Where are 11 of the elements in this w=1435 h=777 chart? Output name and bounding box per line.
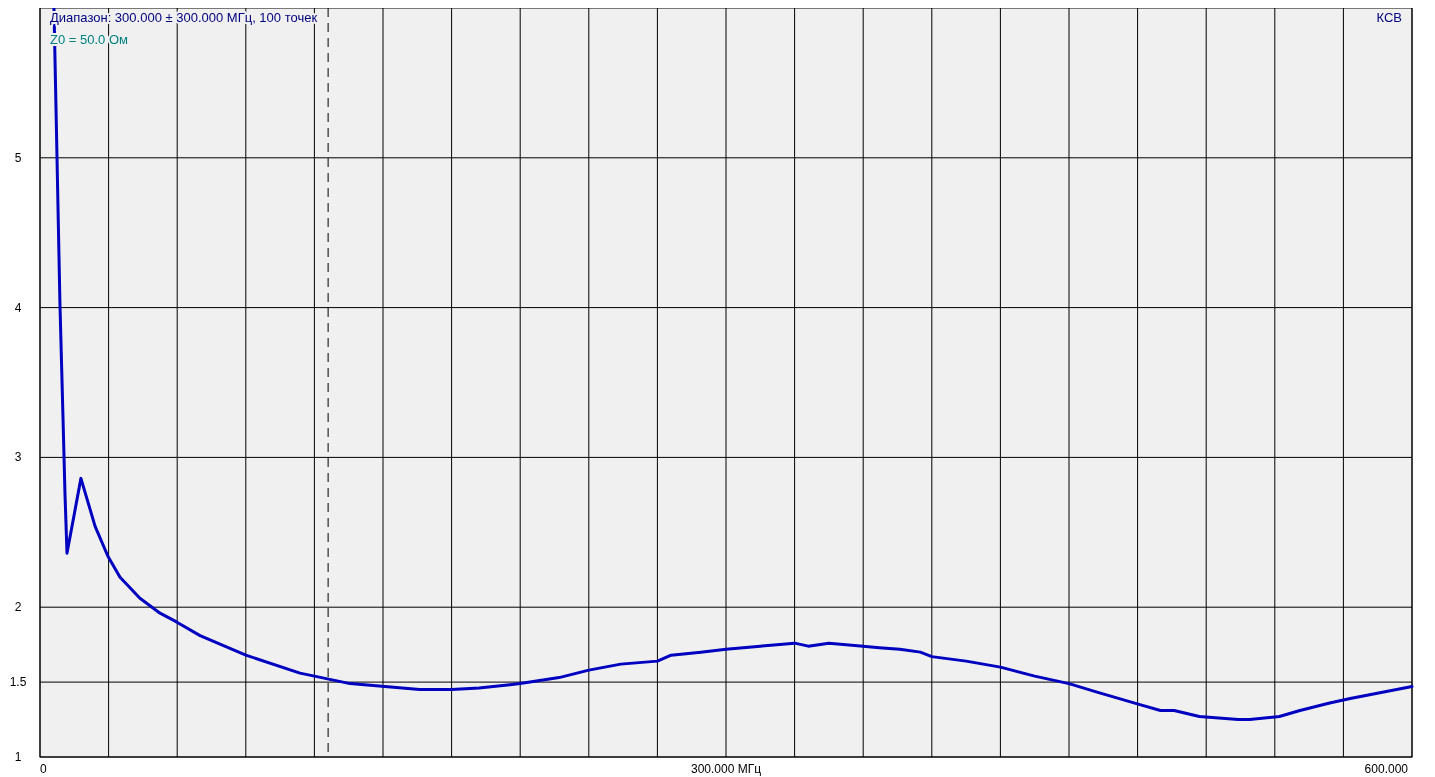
x-tick-label: 0 bbox=[40, 762, 47, 776]
y-tick-label: 4 bbox=[14, 300, 22, 315]
x-tick-label: 300.000 МГц bbox=[690, 762, 762, 776]
y-tick-label: 2 bbox=[14, 600, 22, 615]
y-tick-label: 1 bbox=[14, 750, 22, 764]
line-series bbox=[52, 8, 1414, 722]
y-axis-title: КСВ bbox=[1376, 10, 1402, 25]
y-tick-label: 3 bbox=[14, 450, 22, 465]
y-tick-label: 5 bbox=[14, 150, 22, 165]
y-tick-label: 1.5 bbox=[9, 675, 27, 690]
x-tick-label: 600.000 bbox=[1364, 762, 1409, 776]
